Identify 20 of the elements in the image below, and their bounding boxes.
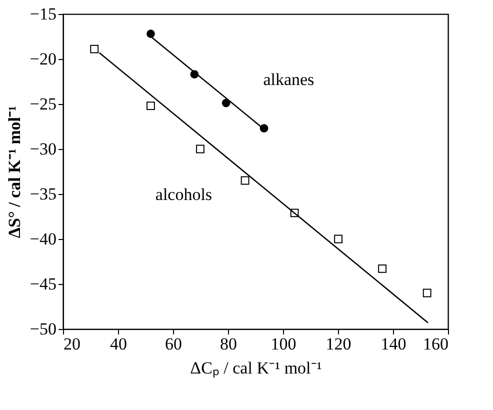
x-tick-label: 160	[423, 334, 448, 354]
y-tick-label: −30	[30, 140, 56, 158]
x-tick-label: 140	[380, 334, 406, 354]
y-tick-label: −50	[30, 320, 56, 338]
x-tick-label: 80	[220, 334, 237, 354]
y-tick-label: −20	[30, 50, 56, 68]
y-axis-title: ΔS° / cal K⁻¹ mol⁻¹	[4, 106, 24, 238]
x-tick-label: 60	[165, 334, 182, 354]
y-tick-label: −40	[30, 230, 56, 248]
x-tick-label: 100	[270, 334, 296, 354]
y-tick-label: −15	[30, 4, 56, 24]
y-tick-label: −25	[30, 94, 56, 114]
x-tick-label: 120	[326, 334, 352, 354]
annotation: alcohols	[155, 185, 212, 204]
y-tick-label: −45	[30, 274, 56, 294]
y-tick-label: −35	[30, 184, 56, 204]
x-tick-label: 20	[64, 334, 80, 354]
x-axis-title: ΔCₚ / cal K⁻¹ mol⁻¹	[190, 358, 322, 378]
x-tick-label: 40	[110, 334, 127, 354]
annotation: alkanes	[263, 70, 314, 90]
